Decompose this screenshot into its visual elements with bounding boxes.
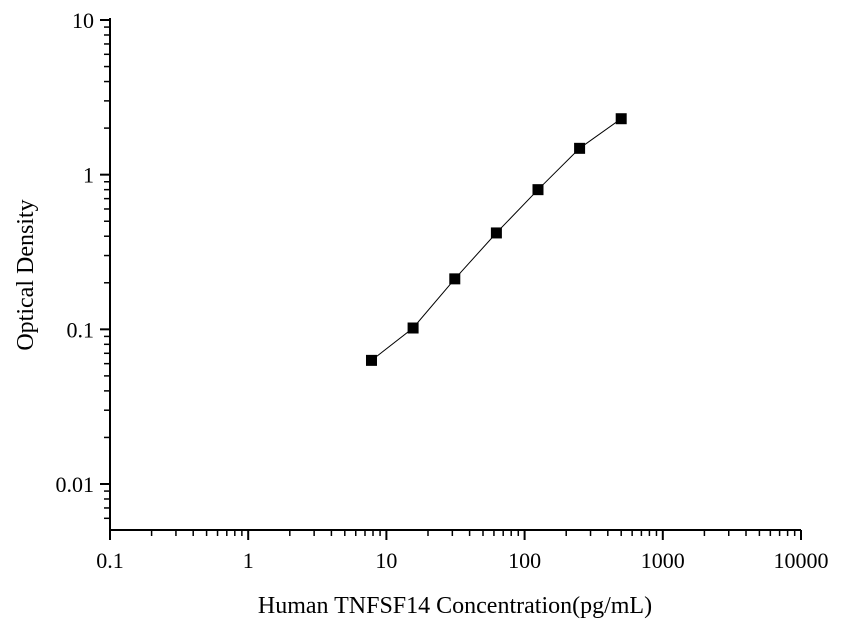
y-axis-title: Optical Density: [13, 199, 39, 350]
y-tick-label: 0.1: [67, 317, 95, 342]
x-axis: 0.1 1 10 100 1000 10000: [96, 529, 829, 573]
y-tick-label: 0.01: [56, 472, 95, 497]
data-point: [532, 184, 544, 196]
x-tick-label: 10: [375, 548, 397, 573]
plot-area: [365, 113, 627, 366]
x-tick-label: 10000: [774, 548, 829, 573]
y-tick-label: 10: [72, 8, 94, 33]
x-tick-label: 1: [243, 548, 254, 573]
data-point: [615, 113, 627, 125]
x-tick-label: 0.1: [96, 548, 124, 573]
x-tick-label: 100: [508, 548, 541, 573]
data-point: [365, 354, 377, 366]
y-axis: 0.01 0.1 1 10: [56, 8, 111, 530]
x-axis-title: Human TNFSF14 Concentration(pg/mL): [258, 593, 652, 619]
y-tick-label: 1: [83, 163, 94, 188]
x-tick-label: 1000: [641, 548, 685, 573]
data-point: [490, 227, 502, 239]
data-point: [407, 322, 419, 334]
data-point: [449, 273, 461, 285]
data-point: [574, 142, 586, 154]
